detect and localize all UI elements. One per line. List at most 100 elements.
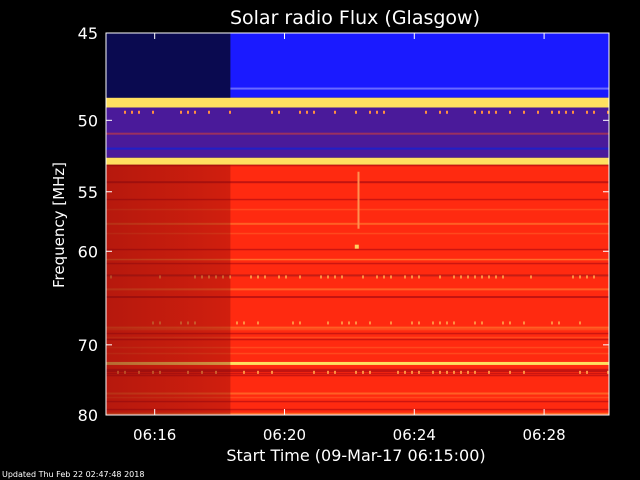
signal-dot [495,110,497,114]
signal-dot [593,275,595,279]
signal-dot [404,275,406,279]
signal-dot [383,275,385,279]
signal-dot [586,370,588,374]
plot-area [105,32,610,416]
chart-title: Solar radio Flux (Glasgow) [230,7,480,29]
signal-dot [257,370,259,374]
texture-stripe [106,352,609,355]
signal-dot [572,275,574,279]
y-tick-label: 55 [78,183,98,202]
spectral-band-3 [106,157,609,165]
x-tick-label: 06:24 [393,426,436,444]
signal-dot [488,275,490,279]
signal-dot [341,275,343,279]
signal-dot [439,370,441,374]
texture-stripe [106,258,609,261]
burst-point [354,244,359,249]
y-axis: 45 50 55 60 70 80 [78,24,609,425]
signal-dot [551,321,553,325]
signal-dot [453,370,455,374]
signal-dot [467,275,469,279]
spectral-band-5 [106,361,609,365]
y-tick-label: 80 [78,406,98,425]
signal-dot [187,110,189,114]
signal-dot [565,110,567,114]
x-tick-label: 06:16 [133,426,176,444]
signal-dot [446,110,448,114]
update-timestamp: Updated Thu Feb 22 02:47:48 2018 [2,470,145,479]
signal-dot [341,321,343,325]
texture-stripe [106,412,609,415]
texture-stripe [106,396,609,399]
texture-stripe [106,248,609,251]
signal-dot [327,370,329,374]
signal-dot [299,275,301,279]
texture-line [106,370,609,373]
signal-dot [243,370,245,374]
signal-dot [488,110,490,114]
signal-dot [194,110,196,114]
signal-dot [432,370,434,374]
signal-dot [327,275,329,279]
signal-dot [418,370,420,374]
y-tick-label: 70 [78,336,98,355]
signal-dot [460,370,462,374]
signal-dot [180,110,182,114]
y-axis-label: Frequency [MHz] [50,162,68,288]
signal-dot [537,110,539,114]
signal-dot [369,370,371,374]
signal-dot [313,110,315,114]
texture-line [106,392,609,395]
x-tick-label: 06:20 [263,426,306,444]
signal-dot [278,110,280,114]
signal-dot [579,370,581,374]
signal-dot [313,370,315,374]
signal-dot [460,275,462,279]
spectral-band-1 [106,97,609,108]
signal-dot [453,275,455,279]
signal-dot [432,321,434,325]
signal-dot [579,321,581,325]
texture-stripe [106,164,609,167]
signal-dot [593,110,595,114]
signal-dot [488,370,490,374]
signal-dot [306,110,308,114]
signal-dot [572,110,574,114]
texture-stripe [106,372,609,375]
y-tick-label: 60 [78,242,98,261]
signal-dot [586,275,588,279]
signal-dot [383,110,385,114]
texture-line [106,326,609,329]
signal-dot [271,370,273,374]
plot-frame [105,32,610,416]
signal-dot [439,321,441,325]
data-gap-blue [106,33,231,98]
signal-dot [362,370,364,374]
texture-stripe [106,374,609,377]
signal-dot [523,370,525,374]
band-edge [106,132,609,135]
texture-stripe [106,368,609,371]
signal-dot [285,275,287,279]
signal-dot [495,275,497,279]
signal-dot [299,321,301,325]
texture-stripe [106,338,609,341]
signal-dot [502,275,504,279]
signal-dot [250,275,252,279]
signal-dot [355,370,357,374]
signal-dot [299,110,301,114]
signal-dot [229,110,231,114]
signal-dot [439,110,441,114]
signal-dot [509,370,511,374]
signal-dot [264,275,266,279]
signal-dot [369,110,371,114]
signal-dot [551,110,553,114]
texture-line [106,274,609,277]
signal-dot [320,275,322,279]
signal-dot [369,321,371,325]
texture-stripe [106,336,609,339]
signal-dot [257,275,259,279]
signal-dot [404,370,406,374]
signal-dot [502,321,504,325]
